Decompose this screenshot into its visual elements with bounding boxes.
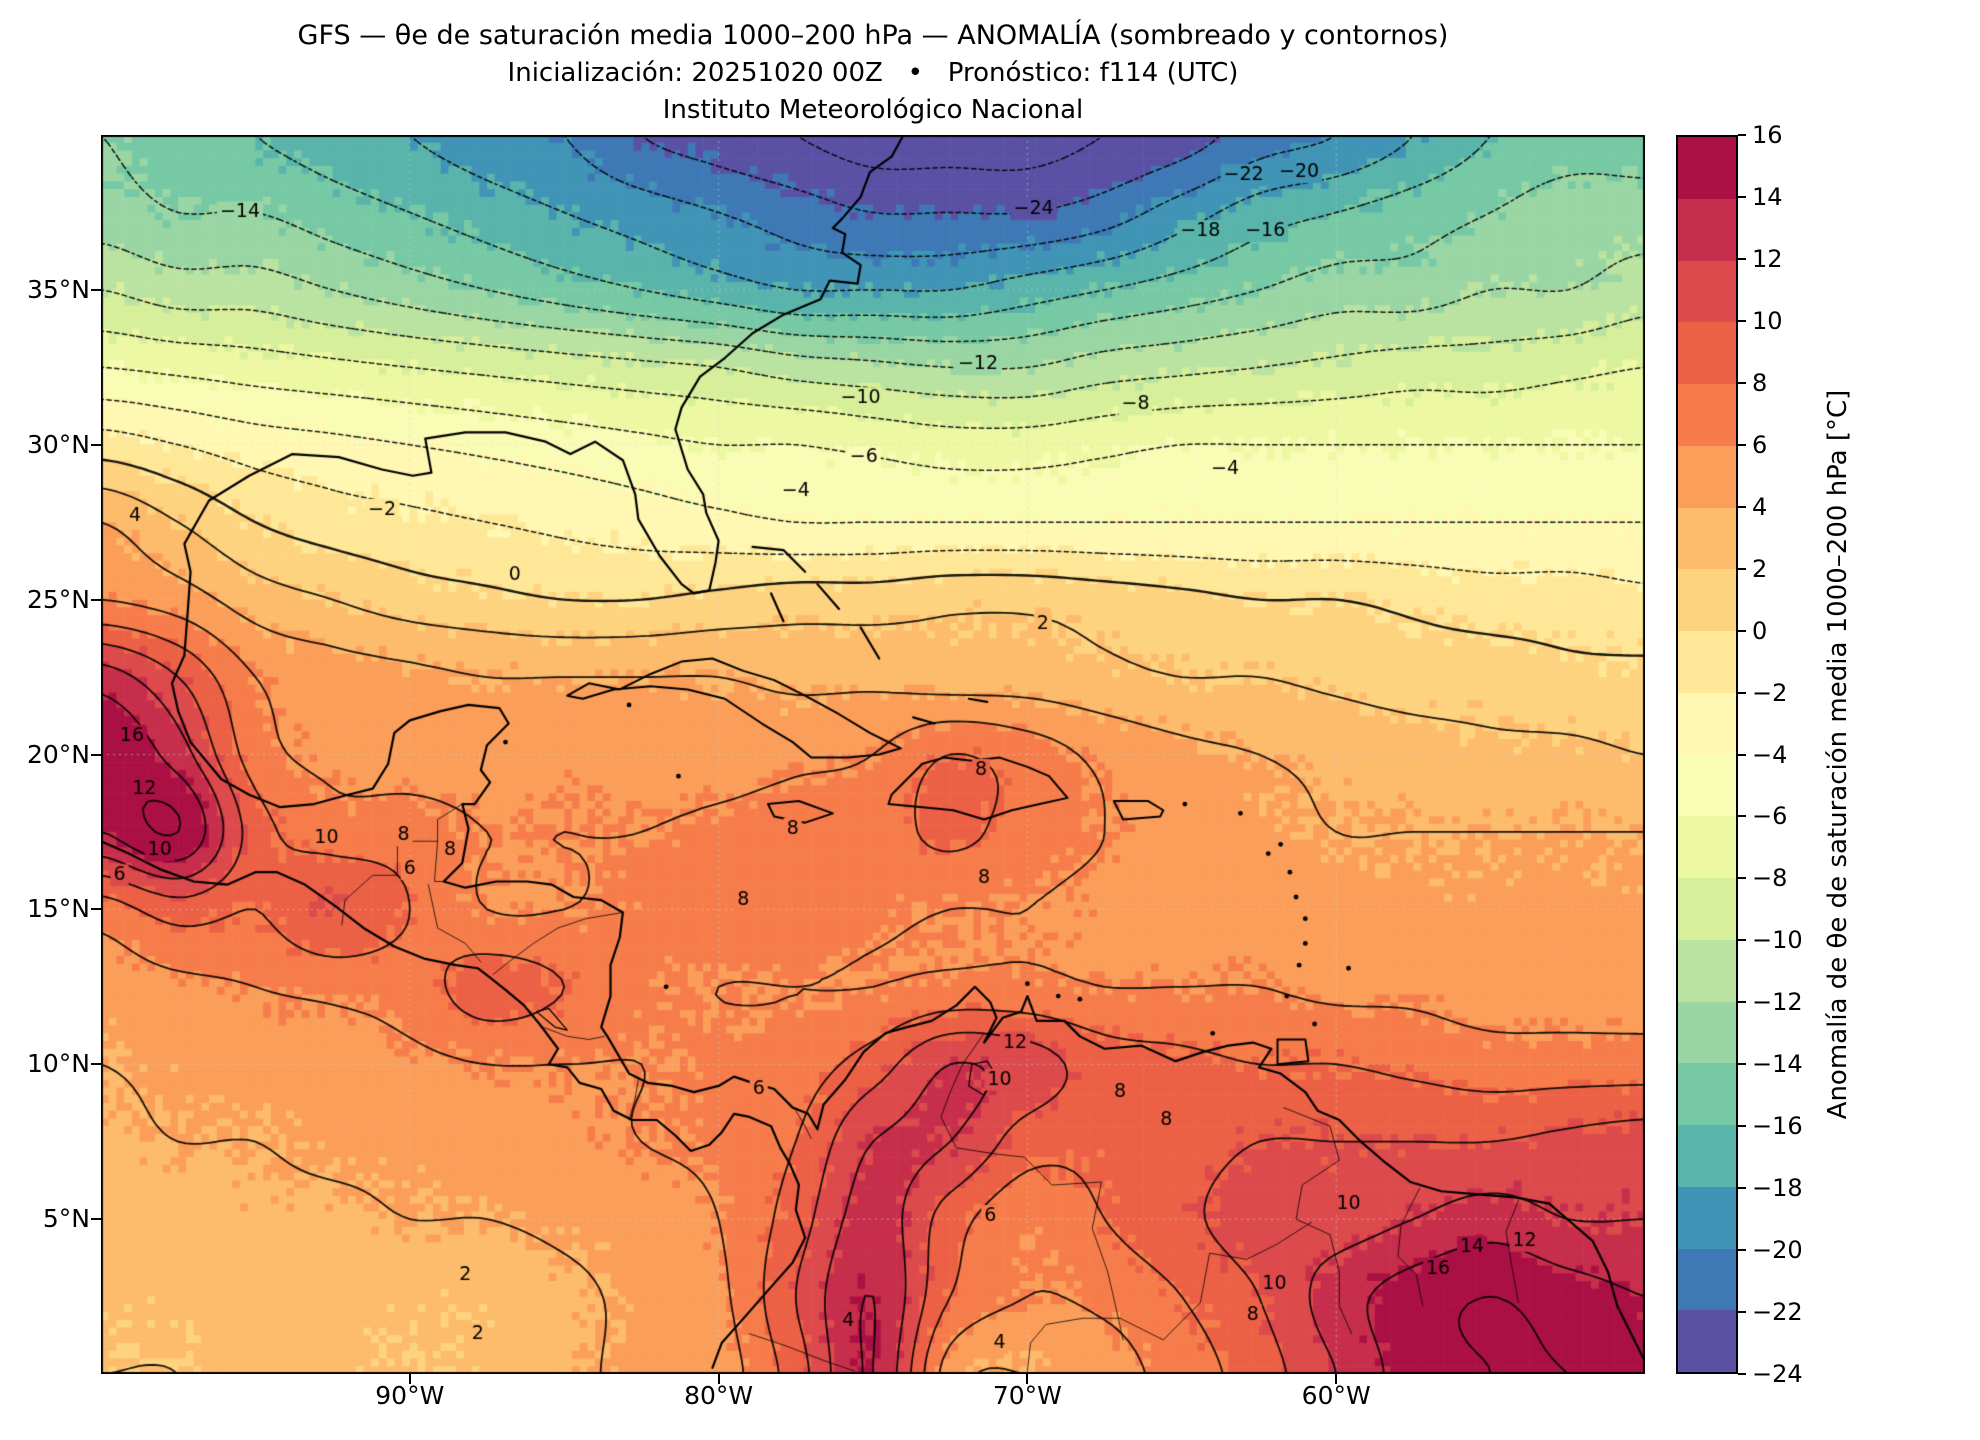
colorbar-tick-mark — [1738, 319, 1746, 322]
colorbar-cell — [1678, 754, 1736, 817]
colorbar-tick-mark — [1738, 939, 1746, 942]
colorbar-cell — [1678, 816, 1736, 878]
x-tick-label: 70°W — [992, 1381, 1062, 1410]
x-tick-mark — [717, 1374, 720, 1384]
credit-institute: Instituto Meteorológico Nacional — [662, 95, 1084, 125]
y-tick-mark — [91, 443, 101, 446]
x-tick-mark — [1335, 1374, 1338, 1384]
y-tick-label: 5°N — [42, 1204, 90, 1234]
colorbar-tick-mark — [1738, 1249, 1746, 1252]
colorbar-tick-label: −24 — [1752, 1360, 1803, 1388]
colorbar-cell — [1678, 1186, 1736, 1249]
y-tick-mark — [91, 908, 101, 911]
colorbar-cell — [1678, 445, 1736, 508]
colorbar-tick-label: 10 — [1752, 306, 1783, 335]
colorbar-tick-label: −6 — [1752, 802, 1788, 831]
colorbar-tick-mark — [1738, 443, 1746, 446]
x-tick-label: 60°W — [1301, 1381, 1371, 1410]
colorbar-tick-mark — [1738, 257, 1746, 260]
colorbar-tick-mark — [1738, 195, 1746, 198]
colorbar-cell — [1678, 692, 1736, 755]
x-tick-mark — [408, 1374, 411, 1384]
colorbar-tick-mark — [1738, 381, 1746, 384]
colorbar-tick-mark — [1738, 1063, 1746, 1066]
colorbar-tick-mark — [1738, 1125, 1746, 1128]
colorbar-cell — [1678, 1248, 1736, 1311]
colorbar-cell — [1678, 384, 1736, 446]
x-tick-mark — [1026, 1374, 1029, 1384]
colorbar-tick-label: −22 — [1752, 1298, 1803, 1327]
colorbar-tick-mark — [1738, 753, 1746, 756]
colorbar-tick-label: −8 — [1752, 864, 1788, 893]
colorbar-tick-mark — [1738, 1187, 1746, 1190]
map-plot-canvas — [101, 135, 1645, 1374]
x-tick-label: 90°W — [375, 1381, 445, 1410]
colorbar — [1676, 135, 1738, 1374]
colorbar-cell — [1678, 1063, 1736, 1125]
y-tick-mark — [91, 288, 101, 291]
y-tick-mark — [91, 753, 101, 756]
y-tick-mark — [91, 598, 101, 601]
colorbar-tick-mark — [1738, 1311, 1746, 1314]
x-tick-label: 80°W — [684, 1381, 754, 1410]
colorbar-tick-label: 6 — [1752, 430, 1768, 459]
y-tick-label: 25°N — [26, 584, 90, 614]
colorbar-label: Anomalía de θe de saturación media 1000–… — [1823, 389, 1853, 1120]
colorbar-cell — [1678, 260, 1736, 323]
colorbar-tick-label: −16 — [1752, 1112, 1803, 1141]
colorbar-tick-label: 16 — [1752, 121, 1783, 149]
colorbar-cell — [1678, 322, 1736, 384]
colorbar-tick-mark — [1738, 815, 1746, 818]
subtitle-init-forecast: Inicialización: 20251020 00Z • Pronóstic… — [507, 58, 1239, 88]
y-tick-label: 30°N — [26, 429, 90, 459]
y-tick-label: 20°N — [26, 739, 90, 769]
colorbar-cell — [1678, 569, 1736, 631]
colorbar-cell — [1678, 631, 1736, 693]
colorbar-tick-mark — [1738, 691, 1746, 694]
colorbar-tick-label: 14 — [1752, 182, 1783, 211]
colorbar-tick-label: 2 — [1752, 554, 1768, 583]
colorbar-tick-label: 12 — [1752, 244, 1783, 273]
y-tick-label: 15°N — [26, 894, 90, 924]
y-tick-mark — [91, 1063, 101, 1066]
colorbar-tick-mark — [1738, 1373, 1746, 1375]
y-tick-label: 35°N — [26, 274, 90, 304]
y-tick-mark — [91, 1218, 101, 1221]
colorbar-cell — [1678, 1125, 1736, 1187]
colorbar-tick-mark — [1738, 1001, 1746, 1004]
colorbar-cell — [1678, 198, 1736, 261]
colorbar-tick-label: −2 — [1752, 678, 1788, 707]
colorbar-tick-label: 4 — [1752, 492, 1768, 521]
colorbar-cell — [1678, 507, 1736, 570]
colorbar-tick-mark — [1738, 505, 1746, 508]
colorbar-tick-label: 8 — [1752, 368, 1768, 397]
colorbar-tick-label: −10 — [1752, 926, 1803, 955]
colorbar-tick-label: −4 — [1752, 740, 1788, 769]
colorbar-cell — [1678, 939, 1736, 1002]
colorbar-tick-mark — [1738, 567, 1746, 570]
page-title: GFS — θe de saturación media 1000–200 hP… — [297, 20, 1449, 51]
colorbar-tick-label: −14 — [1752, 1050, 1803, 1079]
colorbar-cell — [1678, 1310, 1736, 1372]
colorbar-cell — [1678, 878, 1736, 940]
colorbar-tick-mark — [1738, 629, 1746, 632]
y-tick-label: 10°N — [26, 1049, 90, 1079]
colorbar-tick-mark — [1738, 877, 1746, 880]
colorbar-tick-label: −20 — [1752, 1236, 1803, 1265]
colorbar-tick-mark — [1738, 134, 1746, 136]
colorbar-cell — [1678, 1001, 1736, 1064]
colorbar-tick-label: −18 — [1752, 1174, 1803, 1203]
colorbar-tick-label: 0 — [1752, 616, 1768, 645]
colorbar-tick-label: −12 — [1752, 988, 1803, 1017]
colorbar-cell — [1678, 137, 1736, 199]
